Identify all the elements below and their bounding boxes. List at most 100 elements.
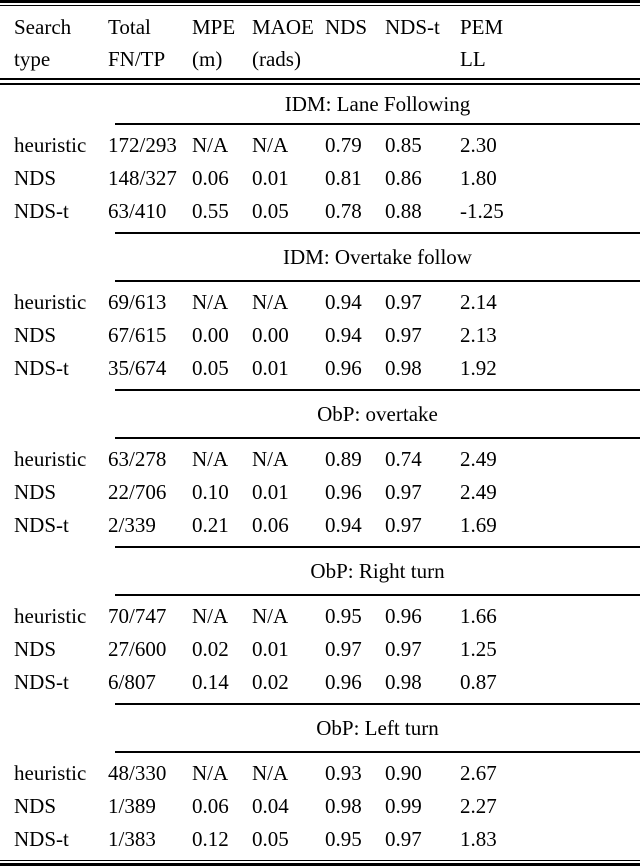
table-row: heuristic 70/747 N/A N/A 0.95 0.96 1.66: [0, 600, 640, 633]
cell-nds: 0.81: [325, 166, 362, 190]
cell-mpe: 0.00: [192, 323, 229, 347]
cell-nds-t: 0.97: [385, 480, 422, 504]
cell-mpe: 0.02: [192, 637, 229, 661]
cell-nds-t: 0.97: [385, 323, 422, 347]
cell-search-type: heuristic: [14, 761, 87, 785]
section-rule: [115, 703, 640, 705]
table-row: NDS 148/327 0.06 0.01 0.81 0.86 1.80: [0, 162, 640, 195]
cell-total-fn-tp: 172/293: [108, 133, 177, 157]
cell-pem-ll: 2.14: [460, 290, 497, 314]
cell-mpe: 0.10: [192, 480, 229, 504]
cell-pem-ll: 2.67: [460, 761, 497, 785]
cell-mpe: 0.05: [192, 356, 229, 380]
cell-search-type: NDS: [14, 480, 57, 504]
cell-search-type: NDS-t: [14, 827, 69, 851]
section-rule: [115, 594, 640, 596]
cell-nds-t: 0.74: [385, 447, 422, 471]
top-rule: [0, 0, 640, 6]
cell-maoe: 0.06: [252, 513, 289, 537]
header-cell-mpe: MPE (m): [192, 11, 252, 75]
section-rule: [115, 437, 640, 439]
cell-nds: 0.97: [325, 637, 362, 661]
cell-nds-t: 0.97: [385, 290, 422, 314]
section-obp-left-turn: ObP: Left turn heuristic 48/330 N/A N/A …: [0, 705, 640, 860]
section-rows: heuristic 48/330 N/A N/A 0.93 0.90 2.67 …: [0, 753, 640, 860]
cell-maoe: N/A: [252, 133, 289, 157]
cell-search-type: NDS: [14, 637, 57, 661]
cell-maoe: 0.05: [252, 199, 289, 223]
header-label: Total: [108, 15, 151, 39]
cell-total-fn-tp: 35/674: [108, 356, 167, 380]
table-row: NDS-t 2/339 0.21 0.06 0.94 0.97 1.69: [0, 509, 640, 542]
cell-total-fn-tp: 2/339: [108, 513, 156, 537]
bottom-rule: [0, 860, 640, 866]
table-row: heuristic 172/293 N/A N/A 0.79 0.85 2.30: [0, 129, 640, 162]
cell-search-type: heuristic: [14, 447, 87, 471]
header-cell-search-type: Search type: [0, 11, 108, 75]
header-cell-pem-ll: PEM LL: [460, 11, 640, 75]
section-idm-overtake-follow: IDM: Overtake follow heuristic 69/613 N/…: [0, 234, 640, 391]
section-title: ObP: overtake: [317, 402, 438, 426]
cell-maoe: N/A: [252, 447, 289, 471]
header-cell-nds-t: NDS-t: [385, 11, 460, 75]
cell-mpe: 0.21: [192, 513, 229, 537]
header-label: [325, 43, 385, 75]
table-row: heuristic 48/330 N/A N/A 0.93 0.90 2.67: [0, 757, 640, 790]
cell-total-fn-tp: 1/389: [108, 794, 156, 818]
section-rows: heuristic 63/278 N/A N/A 0.89 0.74 2.49 …: [0, 439, 640, 546]
header-label: NDS: [325, 15, 368, 39]
table-row: NDS-t 6/807 0.14 0.02 0.96 0.98 0.87: [0, 666, 640, 699]
cell-mpe: 0.14: [192, 670, 229, 694]
cell-total-fn-tp: 148/327: [108, 166, 177, 190]
cell-maoe: 0.01: [252, 166, 289, 190]
header-label: MPE: [192, 15, 236, 39]
table-row: NDS-t 35/674 0.05 0.01 0.96 0.98 1.92: [0, 352, 640, 385]
cell-mpe: N/A: [192, 447, 229, 471]
table-row: heuristic 63/278 N/A N/A 0.89 0.74 2.49: [0, 443, 640, 476]
header-label: type: [14, 47, 51, 71]
cell-mpe: 0.06: [192, 794, 229, 818]
cell-pem-ll: 1.80: [460, 166, 497, 190]
cell-mpe: 0.55: [192, 199, 229, 223]
section-rule: [115, 389, 640, 391]
cell-pem-ll: 2.27: [460, 794, 497, 818]
header-cell-nds: NDS: [325, 11, 385, 75]
cell-nds-t: 0.96: [385, 604, 422, 628]
cell-search-type: NDS: [14, 166, 57, 190]
cell-mpe: N/A: [192, 290, 229, 314]
header-label: (rads): [252, 47, 301, 71]
section-title: ObP: Right turn: [310, 559, 445, 583]
cell-pem-ll: -1.25: [460, 199, 504, 223]
cell-mpe: 0.12: [192, 827, 229, 851]
header-label: (m): [192, 47, 223, 71]
cell-nds-t: 0.97: [385, 827, 422, 851]
cell-maoe: 0.04: [252, 794, 289, 818]
table-row: NDS 67/615 0.00 0.00 0.94 0.97 2.13: [0, 319, 640, 352]
cell-maoe: 0.05: [252, 827, 289, 851]
cell-total-fn-tp: 27/600: [108, 637, 167, 661]
table-row: heuristic 69/613 N/A N/A 0.94 0.97 2.14: [0, 286, 640, 319]
section-idm-lane-following: IDM: Lane Following heuristic 172/293 N/…: [0, 85, 640, 234]
cell-mpe: N/A: [192, 761, 229, 785]
section-rule: [115, 546, 640, 548]
cell-total-fn-tp: 63/278: [108, 447, 167, 471]
cell-nds-t: 0.86: [385, 166, 422, 190]
header-label: LL: [460, 47, 486, 71]
section-title: IDM: Overtake follow: [283, 245, 472, 269]
cell-nds: 0.95: [325, 827, 362, 851]
section-obp-right-turn: ObP: Right turn heuristic 70/747 N/A N/A…: [0, 548, 640, 705]
cell-nds-t: 0.97: [385, 513, 422, 537]
cell-total-fn-tp: 70/747: [108, 604, 167, 628]
header-cell-total-fn-tp: Total FN/TP: [108, 11, 192, 75]
cell-pem-ll: 2.49: [460, 447, 497, 471]
cell-nds-t: 0.97: [385, 637, 422, 661]
section-rows: heuristic 70/747 N/A N/A 0.95 0.96 1.66 …: [0, 596, 640, 703]
section-title: IDM: Lane Following: [284, 92, 471, 116]
cell-search-type: heuristic: [14, 133, 87, 157]
section-rule: [115, 123, 640, 125]
cell-search-type: NDS-t: [14, 356, 69, 380]
table-row: NDS-t 1/383 0.12 0.05 0.95 0.97 1.83: [0, 823, 640, 856]
cell-total-fn-tp: 67/615: [108, 323, 167, 347]
header-label: Search: [14, 15, 72, 39]
cell-nds: 0.78: [325, 199, 362, 223]
